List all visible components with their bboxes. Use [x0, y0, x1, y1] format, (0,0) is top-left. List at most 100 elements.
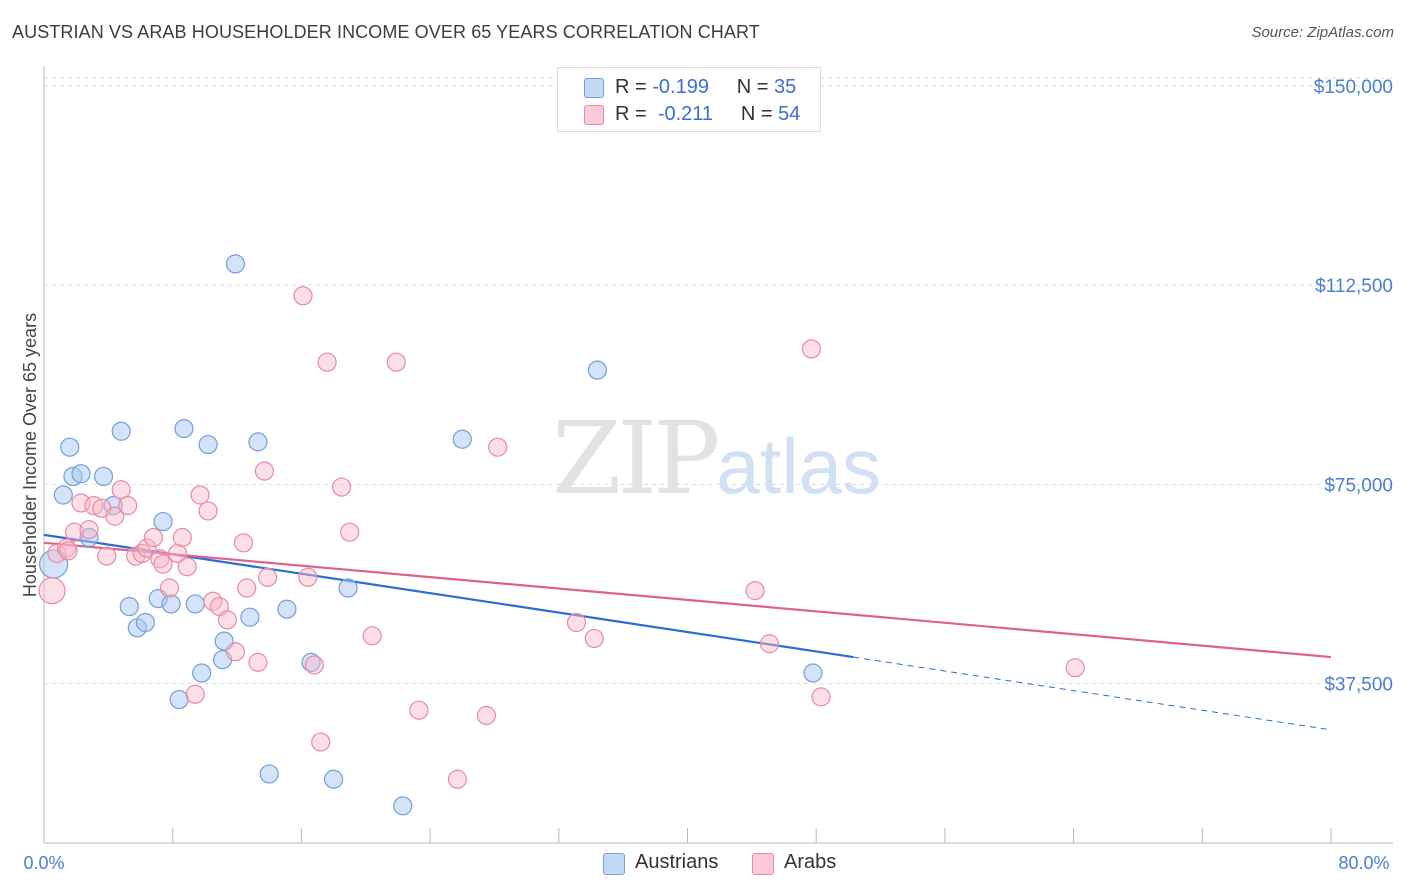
- arabs-trend-line: [43, 541, 1332, 659]
- source-label: Source: ZipAtlas.com: [1251, 24, 1394, 41]
- austrians-point: [53, 485, 73, 505]
- arabs-point: [584, 628, 604, 649]
- austrians-point: [259, 764, 279, 784]
- austrians-point: [111, 421, 131, 441]
- arabs-point: [143, 527, 163, 548]
- y-tick-label: $112,500: [1315, 276, 1393, 297]
- arabs-point: [38, 577, 66, 605]
- arabs-point: [190, 485, 210, 505]
- y-tick-label: $37,500: [1324, 675, 1393, 696]
- legend-r-value: -0.199: [652, 76, 709, 98]
- y-tick-label: $75,000: [1324, 475, 1393, 496]
- arabs-point: [801, 339, 821, 359]
- austrians-point: [248, 432, 268, 452]
- legend-r-value: -0.211: [657, 103, 714, 125]
- arabs-point: [237, 578, 257, 598]
- austrians-swatch: [584, 78, 604, 98]
- austrians-point: [60, 437, 80, 457]
- arabs-point: [172, 527, 192, 548]
- austrians-point: [119, 596, 139, 617]
- arabs-point: [97, 546, 117, 566]
- legend-n-value: 35: [774, 76, 797, 98]
- arabs-point: [409, 700, 429, 720]
- austrians-legend-swatch: [603, 853, 625, 875]
- arabs-point: [217, 610, 237, 630]
- y-tick-label: $150,000: [1314, 77, 1393, 98]
- arabs-point: [58, 541, 78, 561]
- austrians-point: [393, 796, 413, 816]
- arabs-point: [105, 506, 125, 526]
- arabs-point: [79, 519, 99, 540]
- legend-r-label: R =: [615, 76, 647, 98]
- arabs-point: [150, 549, 170, 569]
- austrians-point: [225, 254, 246, 274]
- arabs-point: [386, 352, 406, 372]
- arabs-point: [488, 437, 508, 457]
- austrians-point: [338, 578, 358, 598]
- arabs-point: [311, 732, 331, 752]
- legend-n-label: N =: [736, 76, 769, 98]
- x-tick-label: 80.0%: [1338, 853, 1389, 873]
- axes: [43, 66, 1393, 844]
- arabs-point: [304, 655, 324, 675]
- arabs-point: [64, 522, 85, 542]
- arabs-point: [185, 684, 205, 704]
- austrians-point: [153, 511, 173, 532]
- austrians-point: [452, 429, 472, 449]
- arabs-point: [153, 554, 173, 574]
- arabs-point: [447, 769, 468, 789]
- arabs-point: [47, 543, 67, 564]
- arabs-point: [317, 352, 337, 372]
- austrians-point: [71, 464, 91, 484]
- trend-lines: [43, 533, 1332, 731]
- austrians-point: [79, 527, 99, 548]
- data-points: [38, 254, 1085, 816]
- arabs-point: [198, 501, 218, 521]
- austrians-point: [198, 434, 218, 455]
- arabs-point: [293, 286, 313, 306]
- austrians-point: [192, 663, 212, 683]
- austrians-point: [135, 612, 155, 633]
- arabs-point: [759, 634, 780, 654]
- austrians-point: [93, 466, 114, 487]
- arabs-point: [137, 538, 157, 558]
- arabs-point: [248, 652, 268, 672]
- x-tick-label: 0.0%: [23, 853, 64, 873]
- arabs-point: [476, 705, 497, 726]
- arabs-point: [340, 522, 360, 542]
- austrians-point: [587, 360, 608, 380]
- chart-title: AUSTRIAN VS ARAB HOUSEHOLDER INCOME OVER…: [12, 22, 760, 42]
- y-tick-labels: $150,000 $112,500 $75,000 $37,500: [1314, 77, 1393, 696]
- arabs-swatch: [584, 105, 604, 125]
- arabs-point: [298, 567, 318, 587]
- arabs-legend-label: Arabs: [784, 851, 837, 873]
- austrians-point: [301, 652, 321, 672]
- legend-n-value: 54: [778, 103, 801, 125]
- austrians-point: [185, 594, 205, 614]
- austrians-point: [161, 594, 181, 614]
- austrians-point: [277, 599, 297, 619]
- arabs-point: [362, 626, 382, 646]
- austrians-legend-label: Austrians: [635, 851, 719, 873]
- legend-r-label: R =: [615, 103, 647, 125]
- arabs-point: [1065, 658, 1085, 678]
- arabs-point: [233, 533, 254, 553]
- austrians-point: [174, 419, 194, 439]
- arabs-point: [111, 480, 131, 500]
- arabs-point: [118, 496, 138, 516]
- austrians-trend-extension: [853, 656, 1332, 731]
- correlation-legend: R = -0.199 N = 35 R = -0.211 N = 54: [557, 67, 821, 132]
- arabs-point: [177, 557, 197, 577]
- arabs-point: [258, 567, 278, 587]
- legend-n-label: N =: [740, 103, 773, 125]
- austrians-point: [323, 769, 344, 789]
- arabs-point: [225, 642, 246, 662]
- austrians-point: [803, 663, 823, 683]
- y-axis-label: Householder Income Over 65 years: [20, 313, 40, 597]
- arabs-point: [566, 612, 587, 633]
- x-tick-labels: 0.0% 80.0%: [23, 828, 1390, 873]
- austrians-point: [240, 607, 260, 627]
- arabs-point: [203, 591, 223, 611]
- arabs-point: [254, 461, 274, 481]
